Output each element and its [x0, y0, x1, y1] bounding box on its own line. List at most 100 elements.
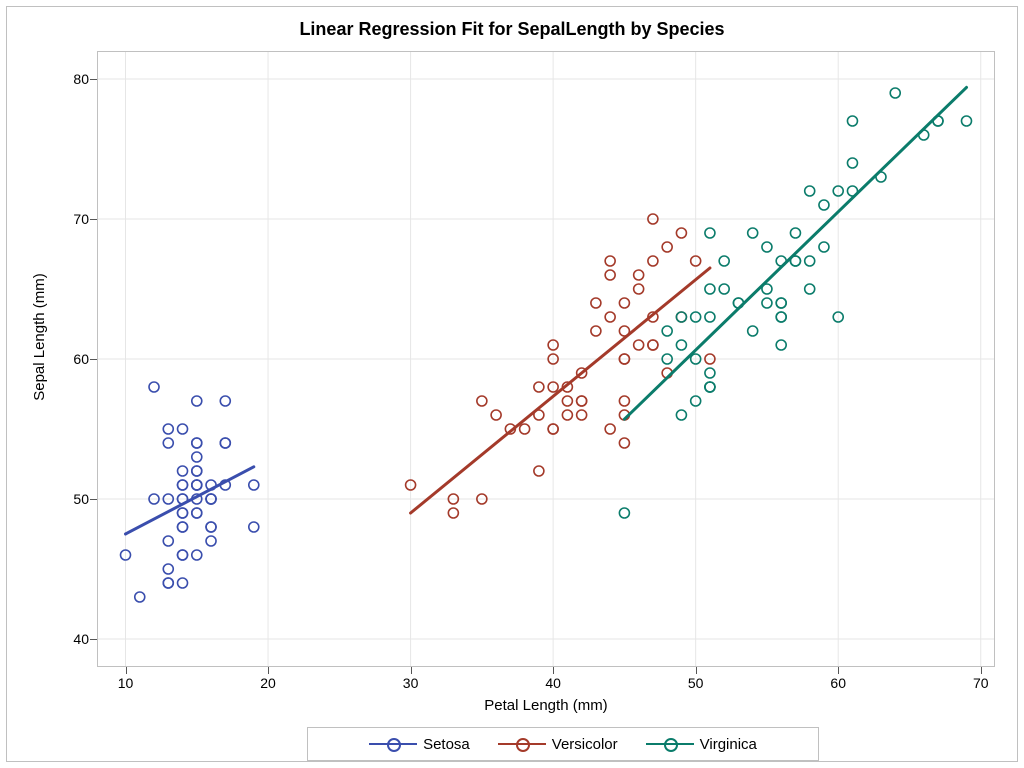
legend-item: Virginica [646, 736, 757, 753]
data-point [163, 578, 173, 588]
y-tick-label: 80 [63, 71, 89, 87]
y-tick-label: 50 [63, 491, 89, 507]
data-point [890, 88, 900, 98]
data-point [192, 396, 202, 406]
data-point [719, 284, 729, 294]
y-tick-label: 60 [63, 351, 89, 367]
data-point [748, 326, 758, 336]
data-point [705, 312, 715, 322]
data-point [790, 228, 800, 238]
data-point [163, 536, 173, 546]
legend-label: Versicolor [552, 736, 618, 753]
legend: Setosa Versicolor Virginica [307, 727, 819, 761]
data-point [634, 284, 644, 294]
data-point [562, 410, 572, 420]
regression-line [126, 467, 254, 534]
data-point [178, 550, 188, 560]
data-point [776, 298, 786, 308]
data-point [577, 396, 587, 406]
data-point [762, 242, 772, 252]
data-point [135, 592, 145, 602]
data-point [676, 312, 686, 322]
x-tick-label: 70 [973, 675, 989, 691]
data-point [163, 424, 173, 434]
data-point [605, 312, 615, 322]
regression-line [624, 87, 966, 419]
y-tick-label: 40 [63, 631, 89, 647]
data-point [776, 312, 786, 322]
data-point [819, 242, 829, 252]
data-point [605, 424, 615, 434]
data-point [520, 424, 530, 434]
data-point [805, 186, 815, 196]
data-point [705, 228, 715, 238]
chart-title: Linear Regression Fit for SepalLength by… [7, 19, 1017, 40]
data-point [249, 522, 259, 532]
data-point [619, 508, 629, 518]
data-point [163, 438, 173, 448]
chart-frame: Linear Regression Fit for SepalLength by… [6, 6, 1018, 762]
y-axis-label: Sepal Length (mm) [31, 187, 48, 487]
data-point [662, 242, 672, 252]
legend-item: Setosa [369, 736, 470, 753]
x-axis-label: Petal Length (mm) [97, 697, 995, 714]
y-tick-label: 70 [63, 211, 89, 227]
data-point [149, 382, 159, 392]
data-point [648, 256, 658, 266]
data-point [562, 396, 572, 406]
data-point [805, 256, 815, 266]
x-tick-label: 40 [545, 675, 561, 691]
data-point [662, 326, 672, 336]
x-tick-label: 60 [830, 675, 846, 691]
data-point [577, 410, 587, 420]
data-point [776, 340, 786, 350]
data-point [748, 228, 758, 238]
legend-label: Virginica [700, 736, 757, 753]
data-point [178, 508, 188, 518]
data-point [591, 298, 601, 308]
legend-swatch [498, 737, 546, 751]
data-point [961, 116, 971, 126]
data-point [719, 256, 729, 266]
legend-swatch [369, 737, 417, 751]
data-point [178, 578, 188, 588]
data-point [249, 480, 259, 490]
plot-area [97, 51, 995, 667]
data-point [192, 550, 202, 560]
data-point [448, 508, 458, 518]
data-point [163, 564, 173, 574]
x-tick-label: 20 [260, 675, 276, 691]
data-point [648, 340, 658, 350]
legend-label: Setosa [423, 736, 470, 753]
data-point [805, 284, 815, 294]
x-tick-label: 10 [118, 675, 134, 691]
data-point [178, 522, 188, 532]
data-point [762, 298, 772, 308]
data-point [705, 382, 715, 392]
data-point [847, 116, 857, 126]
data-point [634, 270, 644, 280]
x-tick-label: 50 [688, 675, 704, 691]
data-point [619, 438, 629, 448]
data-point [819, 200, 829, 210]
data-point [605, 270, 615, 280]
data-point [206, 522, 216, 532]
data-point [634, 340, 644, 350]
data-point [192, 508, 202, 518]
data-point [676, 410, 686, 420]
legend-swatch [646, 737, 694, 751]
data-point [220, 396, 230, 406]
data-point [591, 326, 601, 336]
data-point [192, 452, 202, 462]
data-point [192, 438, 202, 448]
regression-line [411, 268, 710, 513]
data-point [705, 284, 715, 294]
data-point [178, 480, 188, 490]
x-tick-label: 30 [403, 675, 419, 691]
data-point [178, 424, 188, 434]
data-point [178, 466, 188, 476]
data-point [491, 410, 501, 420]
data-point [206, 536, 216, 546]
data-point [676, 228, 686, 238]
data-point [705, 368, 715, 378]
